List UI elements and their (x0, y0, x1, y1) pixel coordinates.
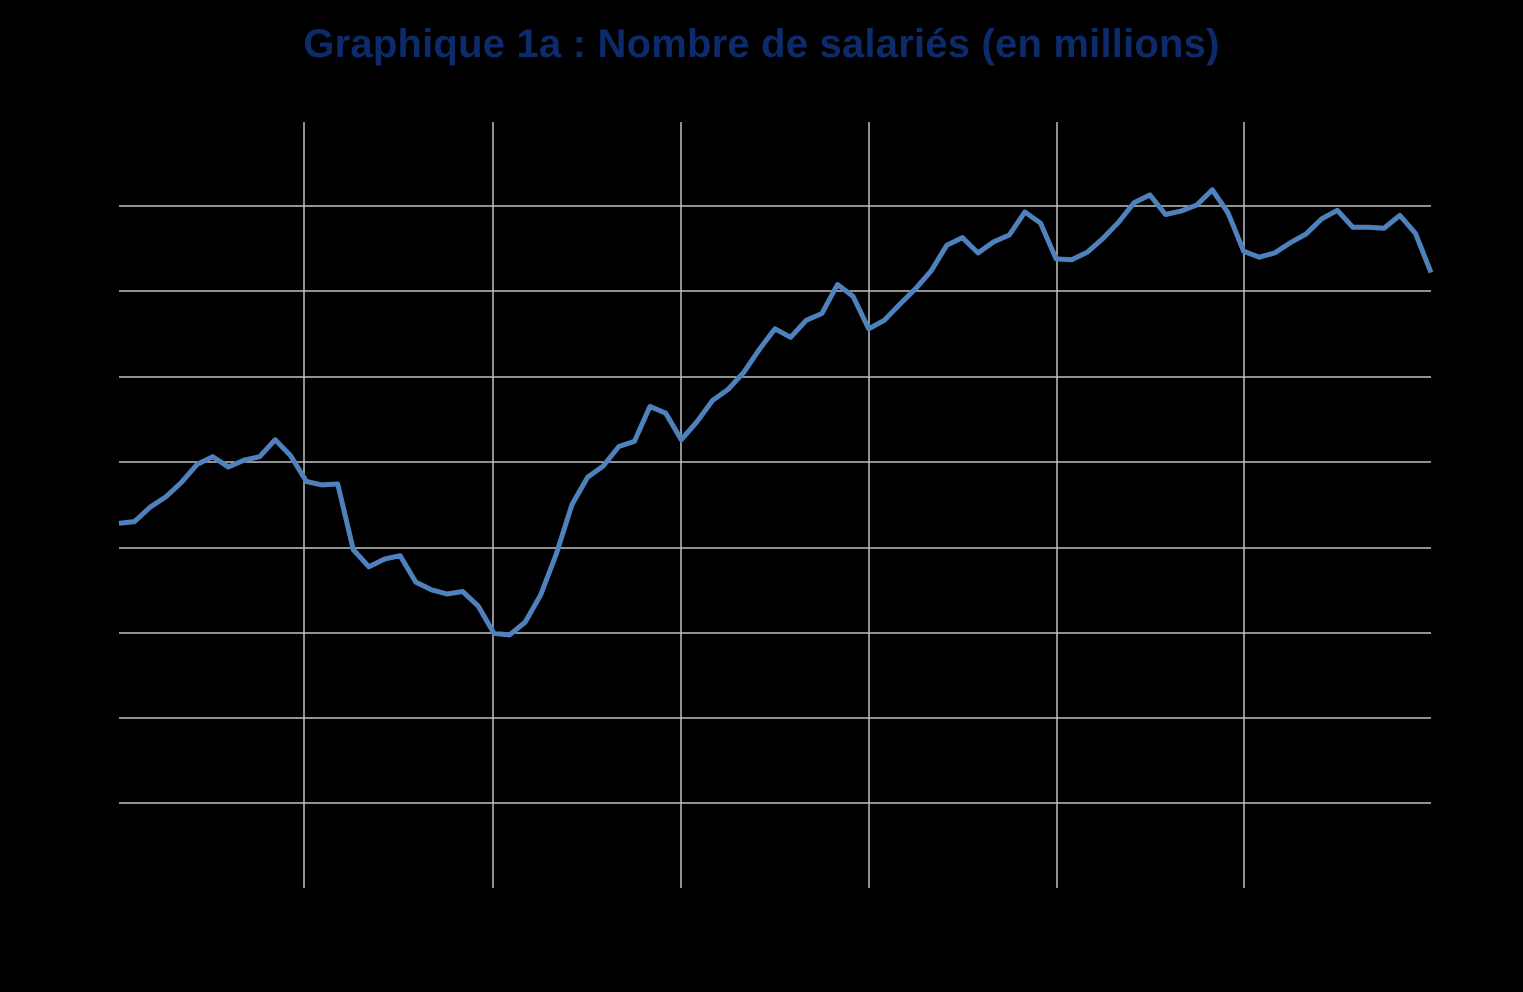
series-line-nombre-de-salaries (118, 187, 1434, 638)
horizontal-gridlines (119, 205, 1431, 804)
chart-title: Graphique 1a : Nombre de salariés (en mi… (303, 22, 1220, 66)
